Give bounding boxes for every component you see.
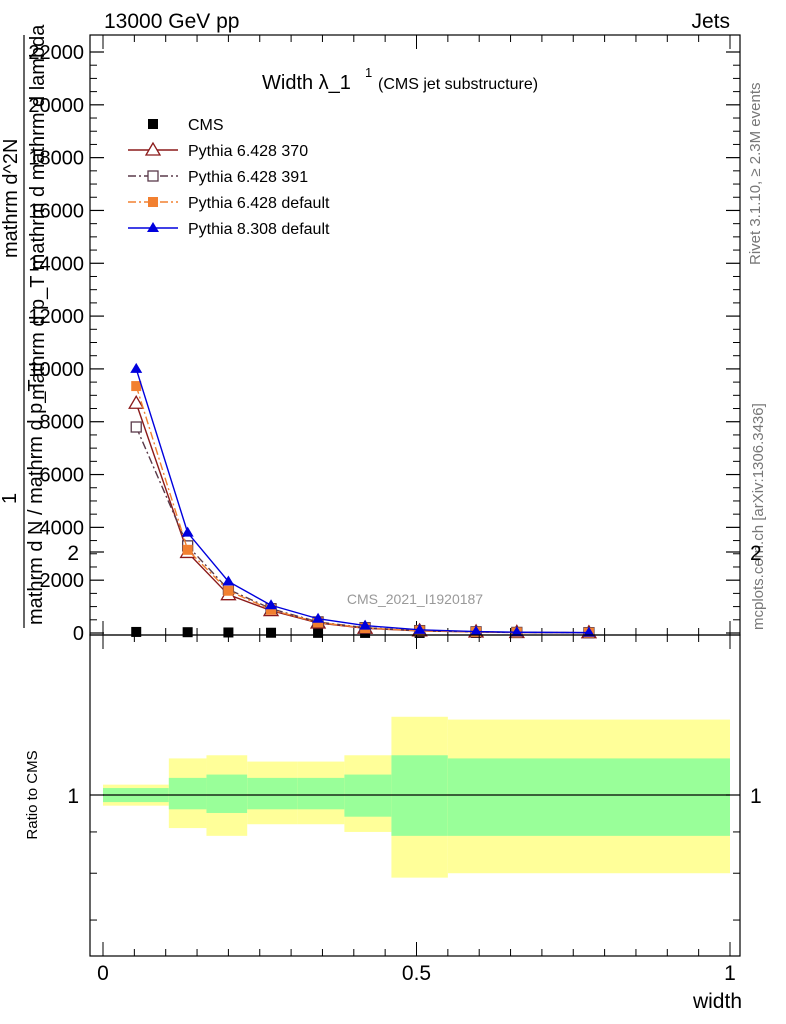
stat-uncertainty-band bbox=[206, 774, 248, 813]
x-tick-label: 1 bbox=[724, 962, 736, 985]
legend-label: Pythia 6.428 default bbox=[188, 195, 330, 212]
x-tick-label: 0 bbox=[97, 962, 109, 985]
data-point bbox=[470, 625, 483, 636]
y-tick-label: 8000 bbox=[40, 412, 85, 434]
svg-text:Width λ_1: Width λ_1 bbox=[262, 72, 351, 94]
title-superscript: 1 bbox=[365, 65, 372, 80]
stat-uncertainty-band bbox=[247, 777, 298, 810]
main-y-axis: 0 2000 4000 6000 8000 10000 12000 14000 16000 180… bbox=[28, 35, 740, 645]
legend: CMS Pythia 6.428 370 Pythia 6.428 391 Pythi… bbox=[128, 117, 330, 238]
data-point bbox=[413, 623, 426, 634]
title-subtitle: (CMS jet substructure) bbox=[378, 76, 538, 93]
title-text: Width λ_1 bbox=[262, 72, 351, 94]
header-left-label: 13000 GeV pp bbox=[104, 10, 239, 33]
stat-uncertainty-band bbox=[297, 777, 345, 810]
ylabel-prefix-top: 1 bbox=[0, 493, 21, 504]
y-tick-label: 16000 bbox=[28, 200, 84, 222]
legend-item: Pythia 6.428 391 bbox=[128, 169, 308, 186]
main-title: Width λ_1 1 (CMS jet substructure) bbox=[262, 65, 538, 94]
stat-uncertainty-band bbox=[344, 774, 392, 817]
data-point bbox=[223, 627, 234, 638]
main-panel: 0 2000 4000 6000 8000 10000 12000 14000 16000 180… bbox=[28, 34, 741, 645]
ylabel-prefix-bottom: mathrm d N / mathrm d p_T bbox=[25, 379, 47, 625]
y-tick-label: 18000 bbox=[28, 148, 84, 170]
legend-marker bbox=[148, 197, 158, 207]
ratio-panel: 0.50.5112200.51 bbox=[67, 542, 762, 985]
legend-marker bbox=[148, 119, 158, 129]
y-tick-label: 4000 bbox=[40, 517, 85, 539]
ylabel-fraction-bottom: mathrm d p_T mathrm d mathrm d lambda bbox=[27, 24, 49, 400]
ratio-y-tick-label: 2 bbox=[67, 542, 79, 565]
ratio-y-tick-label-right: 1 bbox=[750, 785, 762, 808]
legend-marker bbox=[147, 222, 159, 232]
data-point bbox=[510, 626, 523, 637]
y-tick-label: 14000 bbox=[28, 253, 84, 275]
legend-item: Pythia 6.428 default bbox=[128, 195, 330, 212]
legend-label: Pythia 6.428 370 bbox=[188, 143, 308, 160]
legend-item: Pythia 8.308 default bbox=[128, 221, 330, 238]
data-point bbox=[266, 627, 277, 638]
y-tick-label: 22000 bbox=[28, 42, 84, 64]
ratio-y-tick-label-right: 2 bbox=[750, 542, 762, 565]
ratio-bands bbox=[103, 716, 730, 878]
series-line bbox=[135, 368, 589, 634]
data-point bbox=[223, 585, 234, 596]
y-tick-label: 20000 bbox=[28, 95, 84, 117]
data-point bbox=[582, 626, 595, 637]
data-point bbox=[130, 362, 143, 373]
data-point bbox=[266, 604, 277, 615]
y-tick-label: 10000 bbox=[28, 359, 84, 381]
analysis-watermark: CMS_2021_I1920187 bbox=[347, 591, 483, 607]
data-point bbox=[265, 599, 278, 610]
data-point bbox=[130, 421, 142, 433]
legend-item: Pythia 6.428 370 bbox=[128, 141, 308, 160]
legend-label: CMS bbox=[188, 117, 224, 134]
stat-uncertainty-band bbox=[168, 777, 207, 810]
data-point bbox=[182, 544, 193, 555]
data-point bbox=[222, 575, 235, 586]
x-tick-label: 0.5 bbox=[402, 962, 431, 985]
ratio-y-tick-label: 1 bbox=[67, 785, 79, 808]
data-point bbox=[182, 627, 193, 638]
legend-label: Pythia 8.308 default bbox=[188, 221, 330, 238]
stat-uncertainty-band bbox=[447, 758, 730, 836]
legend-item: CMS bbox=[148, 117, 224, 134]
legend-marker bbox=[144, 141, 162, 156]
y-tick-label: 12000 bbox=[28, 306, 84, 328]
y-tick-label: 2000 bbox=[40, 570, 85, 592]
main-series-layer bbox=[128, 362, 598, 639]
ratio-axes: 0.50.5112200.51 bbox=[67, 542, 762, 985]
series-4 bbox=[130, 362, 595, 637]
ratio-y-axis-label: Ratio to CMS bbox=[24, 750, 41, 839]
y-tick-label: 6000 bbox=[40, 465, 85, 487]
data-point bbox=[313, 627, 324, 638]
data-point bbox=[181, 526, 194, 537]
data-point bbox=[312, 612, 325, 623]
data-point bbox=[131, 626, 142, 637]
legend-marker bbox=[147, 170, 159, 182]
ylabel-fraction-top: mathrm d^2N bbox=[0, 139, 22, 258]
data-point bbox=[128, 394, 145, 409]
header-right-label: Jets bbox=[691, 10, 730, 33]
data-point bbox=[359, 619, 372, 630]
data-point bbox=[131, 381, 142, 392]
legend-label: Pythia 6.428 391 bbox=[188, 169, 308, 186]
mcplots-label: mcplots.cern.ch [arXiv:1306.3436] bbox=[750, 403, 767, 630]
x-axis-label: width bbox=[692, 990, 742, 1013]
y-tick-label: 0 bbox=[73, 623, 84, 645]
rivet-version-label: Rivet 3.1.10, ≥ 2.3M events bbox=[747, 83, 764, 266]
main-y-axis-label: 1 mathrm d N / mathrm d p_T mathrm d^2N … bbox=[0, 24, 49, 628]
